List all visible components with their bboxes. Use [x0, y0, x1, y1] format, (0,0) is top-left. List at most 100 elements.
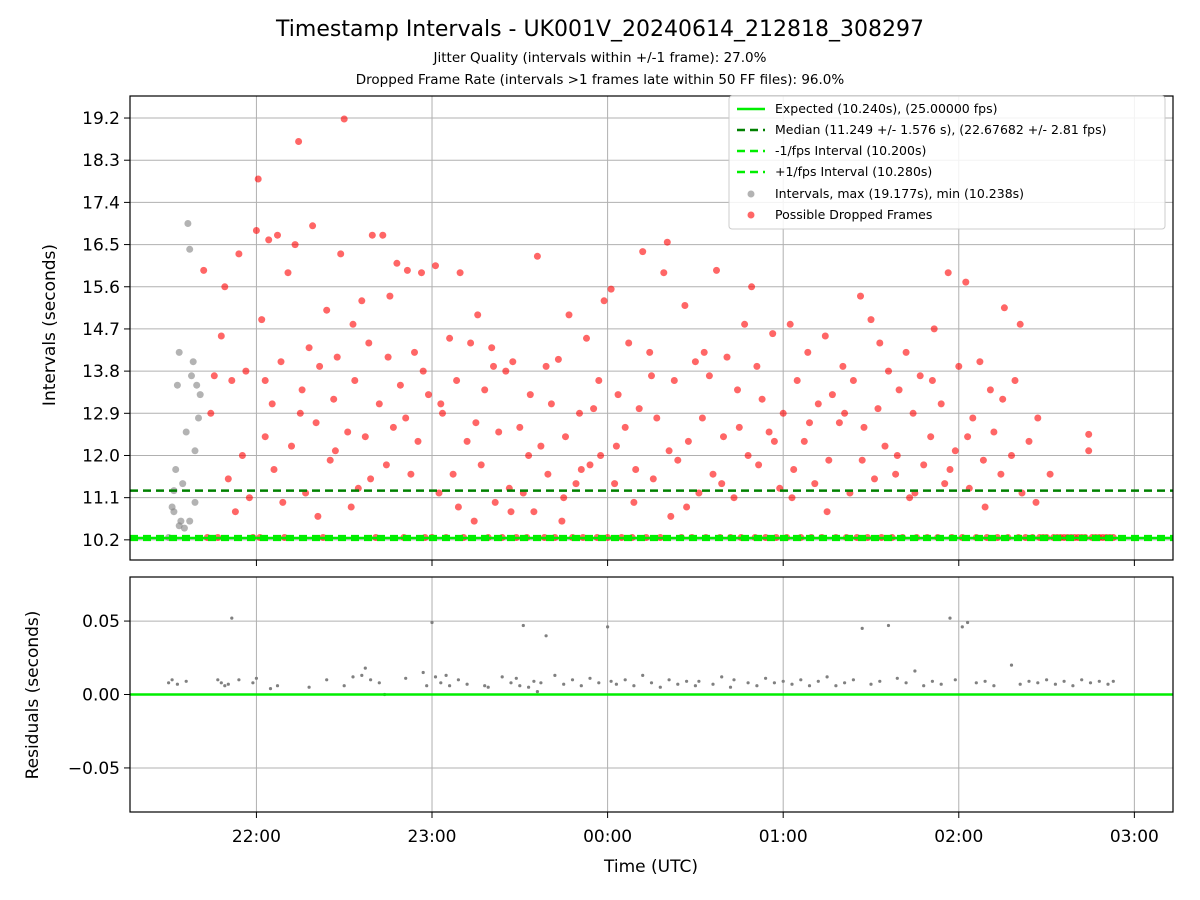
residuals-point-residual [913, 669, 917, 673]
residuals-point-residual [974, 681, 978, 685]
intervals-point-possible-dropped-frames [976, 358, 984, 366]
intervals-point-possible-dropped-frames [349, 320, 357, 328]
intervals-point-possible-dropped-frames [937, 400, 945, 408]
residuals-point-residual [268, 687, 273, 691]
intervals-point-possible-dropped-frames [333, 353, 341, 361]
intervals-point-possible-dropped-frames [331, 447, 339, 455]
intervals-point-possible-dropped-frames [288, 442, 295, 450]
residuals-point-residual [1036, 681, 1040, 685]
intervals-point-possible-dropped-frames [753, 362, 761, 370]
residuals-point-residual [514, 676, 518, 680]
residuals-point-residual [983, 679, 987, 683]
residuals-point-residual [184, 679, 188, 683]
intervals-point-possible-dropped-frames [295, 138, 303, 145]
residuals-point-residual [433, 675, 438, 679]
intervals-point-possible-dropped-frames [944, 269, 952, 277]
intervals-point-possible-dropped-frames [665, 447, 673, 455]
intervals-point-possible-dropped-frames [909, 409, 917, 417]
intervals-point-possible-dropped-frames [621, 423, 629, 431]
residuals-point-residual [527, 685, 531, 689]
intervals-point-possible-dropped-frames [806, 419, 813, 427]
residuals-y-tick-label: 0.05 [82, 612, 120, 632]
intervals-point-intervals [173, 381, 181, 389]
residuals-point-residual [369, 678, 373, 682]
intervals-point-possible-dropped-frames [265, 236, 273, 244]
intervals-y-tick-label: 10.2 [82, 531, 120, 551]
intervals-point-intervals [193, 381, 201, 389]
intervals-point-possible-dropped-frames [612, 442, 620, 450]
intervals-point-possible-dropped-frames [1025, 437, 1033, 445]
intervals-point-possible-dropped-frames [823, 508, 831, 516]
intervals-point-intervals [186, 517, 194, 525]
residuals-point-residual [579, 684, 583, 688]
intervals-point-possible-dropped-frames [296, 409, 304, 417]
intervals-point-possible-dropped-frames [474, 311, 482, 319]
residuals-point-residual [953, 678, 957, 682]
residuals-point-residual [816, 679, 820, 683]
intervals-point-possible-dropped-frames [254, 175, 262, 183]
intervals-point-possible-dropped-frames [565, 311, 573, 319]
legend-box [728, 95, 1166, 230]
residuals-point-residual [772, 681, 777, 685]
intervals-point-intervals [191, 447, 199, 455]
intervals-point-possible-dropped-frames [481, 386, 489, 394]
intervals-point-possible-dropped-frames [800, 437, 808, 445]
x-tick-label: 23:00 [408, 827, 457, 847]
intervals-point-possible-dropped-frames [814, 400, 822, 408]
intervals-point-possible-dropped-frames [811, 480, 819, 488]
residuals-point-residual [755, 684, 759, 688]
intervals-point-possible-dropped-frames [590, 405, 598, 413]
residuals-point-residual [658, 685, 662, 689]
legend-dropped-swatch [747, 211, 755, 219]
intervals-point-intervals [179, 480, 187, 488]
intervals-point-possible-dropped-frames [270, 466, 278, 473]
residuals-point-residual [544, 634, 548, 638]
intervals-point-possible-dropped-frames [217, 332, 225, 340]
intervals-point-possible-dropped-frames [981, 503, 989, 511]
intervals-point-possible-dropped-frames [769, 330, 777, 338]
residuals-point-residual [325, 678, 329, 682]
residuals-point-residual [922, 684, 926, 688]
intervals-point-possible-dropped-frames [583, 334, 590, 342]
residuals-point-residual [170, 678, 174, 682]
intervals-point-possible-dropped-frames [284, 269, 292, 277]
intervals-point-possible-dropped-frames [653, 414, 661, 422]
residuals-point-residual [609, 679, 613, 683]
residuals-point-residual [711, 682, 715, 686]
intervals-point-possible-dropped-frames [1032, 498, 1040, 506]
intervals-point-possible-dropped-frames [611, 480, 619, 488]
intervals-point-possible-dropped-frames [238, 452, 246, 459]
intervals-point-possible-dropped-frames [224, 475, 232, 483]
residuals-point-residual [216, 678, 220, 682]
intervals-point-possible-dropped-frames [595, 377, 603, 384]
intervals-point-possible-dropped-frames [849, 377, 857, 384]
intervals-point-possible-dropped-frames [298, 386, 306, 394]
residuals-point-residual [1097, 679, 1101, 683]
residuals-point-residual [948, 616, 952, 620]
intervals-point-possible-dropped-frames [1085, 447, 1093, 455]
x-tick-label: 22:00 [232, 827, 281, 847]
residuals-plot-frame [129, 576, 1174, 813]
legend-expected-label: Expected (10.240s), (25.00000 fps) [775, 101, 997, 116]
intervals-point-possible-dropped-frames [456, 269, 464, 277]
intervals-point-possible-dropped-frames [649, 475, 657, 483]
residuals-y-tick-label: −0.05 [68, 759, 120, 779]
intervals-point-possible-dropped-frames [895, 386, 903, 394]
intervals-point-possible-dropped-frames [472, 419, 480, 427]
intervals-point-possible-dropped-frames [542, 362, 550, 370]
intervals-point-possible-dropped-frames [660, 269, 668, 277]
residuals-point-residual [1018, 682, 1022, 686]
intervals-point-possible-dropped-frames [414, 437, 422, 445]
intervals-point-possible-dropped-frames [709, 470, 717, 478]
residuals-point-residual [869, 682, 873, 686]
residuals-point-residual [167, 681, 171, 685]
intervals-point-possible-dropped-frames [344, 428, 352, 436]
residuals-point-residual [614, 682, 619, 686]
residuals-point-residual [1009, 663, 1014, 667]
intervals-point-possible-dropped-frames [358, 297, 366, 305]
intervals-point-possible-dropped-frames [509, 358, 517, 366]
intervals-point-possible-dropped-frames [347, 503, 355, 511]
intervals-point-possible-dropped-frames [425, 391, 432, 399]
intervals-point-possible-dropped-frames [790, 466, 798, 473]
intervals-point-possible-dropped-frames [537, 442, 545, 450]
